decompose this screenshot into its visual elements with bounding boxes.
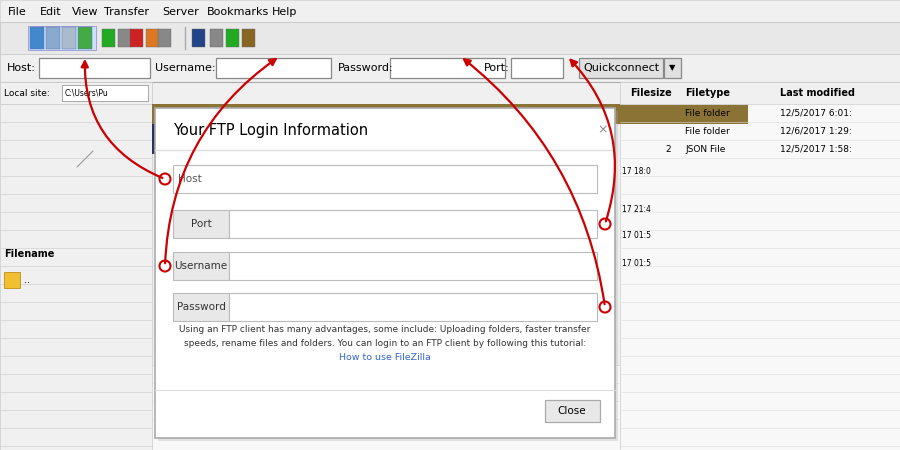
Text: ▼: ▼ bbox=[670, 63, 676, 72]
FancyBboxPatch shape bbox=[579, 58, 663, 78]
FancyBboxPatch shape bbox=[0, 54, 900, 82]
FancyBboxPatch shape bbox=[229, 293, 597, 321]
Text: Filetype: Filetype bbox=[685, 88, 730, 98]
FancyBboxPatch shape bbox=[4, 272, 20, 288]
Text: Transfer: Transfer bbox=[104, 7, 149, 17]
FancyBboxPatch shape bbox=[102, 29, 115, 47]
Text: 12/6/2017 1:29:: 12/6/2017 1:29: bbox=[780, 126, 851, 135]
FancyBboxPatch shape bbox=[130, 29, 143, 47]
FancyBboxPatch shape bbox=[210, 29, 223, 47]
Text: Edit: Edit bbox=[40, 7, 61, 17]
Text: Username:: Username: bbox=[155, 63, 215, 73]
FancyBboxPatch shape bbox=[158, 111, 618, 441]
Text: C:\Users\Pu: C:\Users\Pu bbox=[65, 89, 109, 98]
Text: 12/5/2017 6:01:: 12/5/2017 6:01: bbox=[780, 108, 852, 117]
Text: File folder: File folder bbox=[685, 108, 730, 117]
FancyBboxPatch shape bbox=[216, 58, 331, 78]
FancyBboxPatch shape bbox=[62, 27, 76, 49]
Text: ed-pla: ed-pla bbox=[156, 238, 180, 247]
Text: View: View bbox=[72, 7, 98, 17]
Text: speeds, rename files and folders. You can login to an FTP client by following th: speeds, rename files and folders. You ca… bbox=[184, 338, 586, 347]
Text: 17 01:5: 17 01:5 bbox=[622, 260, 651, 269]
FancyBboxPatch shape bbox=[78, 27, 92, 49]
Text: JSON File: JSON File bbox=[685, 144, 725, 153]
FancyBboxPatch shape bbox=[164, 370, 178, 384]
FancyBboxPatch shape bbox=[511, 58, 563, 78]
FancyBboxPatch shape bbox=[152, 124, 182, 154]
FancyBboxPatch shape bbox=[620, 82, 900, 104]
Text: Server: Server bbox=[162, 7, 199, 17]
Text: Last modified: Last modified bbox=[780, 88, 855, 98]
FancyBboxPatch shape bbox=[664, 58, 680, 78]
FancyBboxPatch shape bbox=[226, 29, 239, 47]
FancyBboxPatch shape bbox=[173, 210, 229, 238]
FancyBboxPatch shape bbox=[0, 22, 900, 54]
Text: Password: Password bbox=[176, 302, 225, 312]
FancyBboxPatch shape bbox=[118, 29, 131, 47]
Text: 17 01:5: 17 01:5 bbox=[622, 231, 651, 240]
Text: Quickconnect: Quickconnect bbox=[583, 63, 659, 73]
Text: Your FTP Login Information: Your FTP Login Information bbox=[173, 122, 368, 138]
FancyBboxPatch shape bbox=[30, 27, 44, 49]
Text: Help: Help bbox=[272, 7, 297, 17]
FancyBboxPatch shape bbox=[0, 0, 900, 22]
Text: ..: .. bbox=[24, 275, 30, 285]
Text: Host: Host bbox=[178, 174, 202, 184]
FancyBboxPatch shape bbox=[242, 29, 255, 47]
Text: 17 18:0: 17 18:0 bbox=[622, 167, 651, 176]
Text: Password:: Password: bbox=[338, 63, 393, 73]
FancyBboxPatch shape bbox=[0, 82, 152, 104]
FancyBboxPatch shape bbox=[28, 26, 96, 50]
Text: ed-ip: ed-ip bbox=[156, 198, 176, 207]
Text: ×: × bbox=[598, 123, 608, 136]
FancyBboxPatch shape bbox=[155, 108, 615, 438]
Text: world2: world2 bbox=[182, 373, 212, 382]
FancyBboxPatch shape bbox=[173, 252, 229, 280]
FancyBboxPatch shape bbox=[46, 27, 60, 49]
FancyBboxPatch shape bbox=[164, 388, 176, 402]
Text: 12/5/2017 1:58:: 12/5/2017 1:58: bbox=[780, 144, 852, 153]
Text: 17 21:4: 17 21:4 bbox=[622, 204, 651, 213]
FancyBboxPatch shape bbox=[173, 293, 229, 321]
Text: How to use FileZilla: How to use FileZilla bbox=[339, 352, 431, 361]
FancyBboxPatch shape bbox=[545, 400, 600, 422]
FancyBboxPatch shape bbox=[173, 165, 597, 193]
Text: Bookmarks: Bookmarks bbox=[207, 7, 269, 17]
FancyBboxPatch shape bbox=[229, 252, 597, 280]
Text: banned-ips.json: banned-ips.json bbox=[182, 391, 254, 400]
FancyBboxPatch shape bbox=[158, 29, 171, 47]
FancyBboxPatch shape bbox=[229, 210, 597, 238]
Text: 2: 2 bbox=[665, 144, 670, 153]
FancyBboxPatch shape bbox=[62, 85, 148, 101]
FancyBboxPatch shape bbox=[620, 82, 900, 450]
Text: Host:: Host: bbox=[7, 63, 36, 73]
FancyBboxPatch shape bbox=[39, 58, 150, 78]
Text: Uplo: Uplo bbox=[156, 158, 173, 166]
FancyBboxPatch shape bbox=[152, 104, 748, 124]
FancyBboxPatch shape bbox=[390, 58, 505, 78]
Text: Port: Port bbox=[191, 219, 211, 229]
FancyBboxPatch shape bbox=[152, 365, 620, 450]
Text: Filesize: Filesize bbox=[630, 88, 671, 98]
Text: Using an FTP client has many advantages, some include: Uploading folders, faster: Using an FTP client has many advantages,… bbox=[179, 325, 590, 334]
Text: Port:: Port: bbox=[484, 63, 510, 73]
FancyBboxPatch shape bbox=[0, 82, 152, 450]
FancyBboxPatch shape bbox=[192, 29, 205, 47]
Text: Username: Username bbox=[175, 261, 228, 271]
Text: Close: Close bbox=[558, 406, 586, 416]
Text: Filename: Filename bbox=[4, 249, 54, 259]
Text: File: File bbox=[8, 7, 27, 17]
Text: Local site:: Local site: bbox=[4, 89, 50, 98]
FancyBboxPatch shape bbox=[146, 29, 159, 47]
Text: File folder: File folder bbox=[685, 126, 730, 135]
